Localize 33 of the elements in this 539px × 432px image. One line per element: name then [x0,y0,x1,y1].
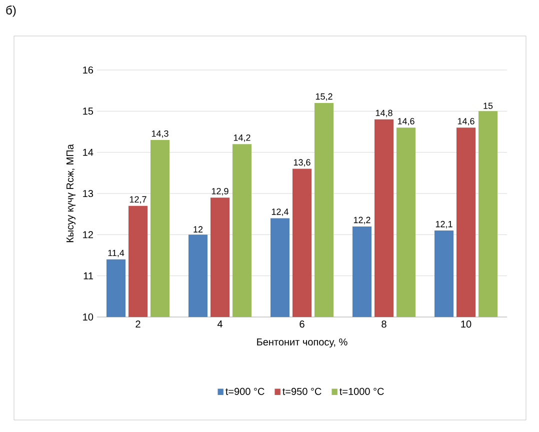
legend-label: t=1000 °C [340,388,384,395]
x-axis-title: Бентонит чопосу, % [257,338,348,348]
y-tick-label: 11 [84,272,93,280]
data-label: 12,7 [130,196,146,204]
x-tick-label: 8 [382,320,386,328]
data-label: 12,2 [354,216,370,224]
y-axis-title: Кысуу күчү Rсж, МПа [66,144,76,242]
data-label: 15 [484,102,493,109]
x-tick-label: 10 [461,320,472,328]
data-label: 14,8 [376,110,392,118]
x-tick-label: 6 [300,320,304,328]
data-label: 12 [194,226,203,232]
data-label: 15,2 [316,93,332,101]
y-tick-label: 13 [83,190,94,198]
data-label: 13,6 [294,159,310,167]
text: б) [6,6,16,17]
data-label: 12,9 [212,188,228,196]
y-tick-label: 10 [83,313,94,321]
y-tick-label: 14 [83,148,94,156]
data-label: 14,2 [234,134,250,142]
legend-label: t=900 °C [226,388,264,395]
data-label: 14,6 [458,118,474,126]
data-label: 12,1 [436,220,452,228]
data-label: 14,3 [152,130,168,138]
y-tick-label: 12 [83,231,93,238]
x-tick-label: 4 [217,320,222,328]
data-label: 12,4 [272,208,288,216]
legend-label: t=950 °C [282,388,322,395]
data-label: 11,4 [108,250,124,258]
y-tick-label: 15 [83,108,94,115]
x-tick-label: 2 [136,320,140,328]
y-tick-label: 16 [83,66,94,74]
data-label: 14,6 [398,118,414,126]
